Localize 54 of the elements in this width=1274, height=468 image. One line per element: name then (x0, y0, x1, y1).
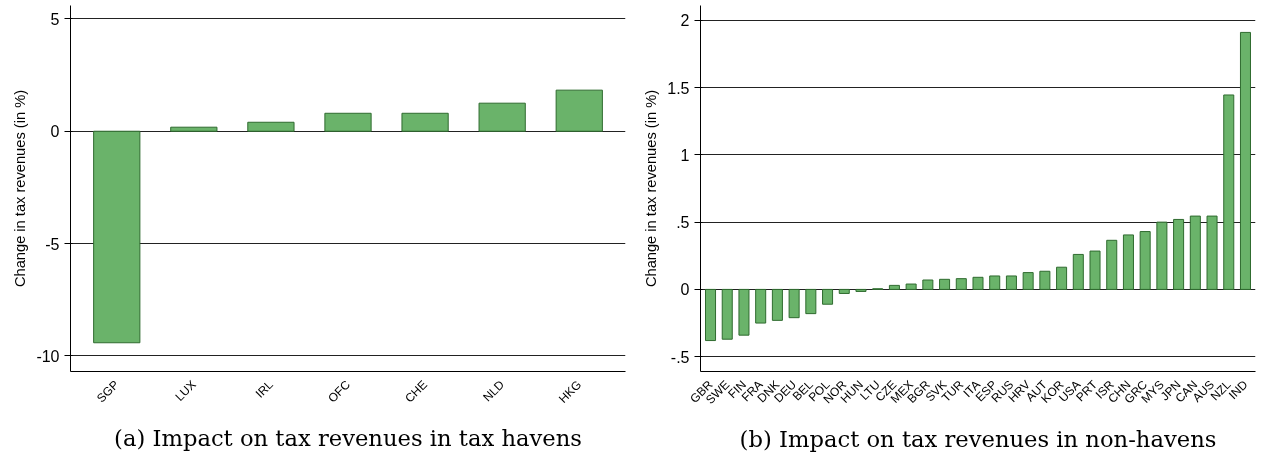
bar (1223, 94, 1235, 290)
bar (922, 279, 934, 290)
bar (1005, 275, 1017, 290)
bar (888, 284, 900, 290)
y-tick-label: 0 (680, 281, 690, 299)
bar (324, 112, 372, 132)
bar (1022, 272, 1034, 290)
bar (1072, 253, 1084, 290)
bar (1156, 221, 1168, 290)
bar (247, 121, 295, 132)
x-tick-label: IRL (252, 377, 277, 401)
y-tick-label: -5 (45, 235, 60, 253)
bar (972, 276, 984, 290)
y-tick-label: 0 (50, 123, 60, 141)
y-tick-label: 5 (50, 10, 60, 28)
bar (1039, 270, 1051, 290)
bar (1089, 250, 1101, 290)
y-axis-title: Change in tax revenues (in %) (12, 89, 29, 288)
bar (1106, 239, 1118, 290)
bar (705, 288, 717, 342)
bar (805, 288, 817, 315)
bar (1056, 266, 1068, 290)
bar (771, 288, 783, 321)
bar (822, 288, 834, 305)
bar (755, 288, 767, 324)
bar (989, 275, 1001, 290)
y-tick-label: 2 (680, 12, 690, 30)
y-tick-label: 1 (680, 146, 690, 164)
bar (401, 112, 449, 132)
bar (1173, 218, 1185, 290)
bar (838, 288, 850, 294)
bar (738, 288, 750, 336)
bar (93, 130, 141, 344)
y-axis-title: Change in tax revenues (in %) (643, 89, 660, 288)
bar (555, 89, 603, 132)
bar (721, 288, 733, 340)
y-tick-label: -.5 (670, 348, 690, 366)
y-tick-label: 1.5 (667, 79, 690, 97)
bar (788, 288, 800, 319)
bar (939, 278, 951, 290)
bar (170, 126, 218, 132)
text: (b) Impact on tax revenues in non-havens (739, 425, 1217, 452)
bar (478, 102, 526, 132)
bar (1206, 215, 1218, 290)
bar (1189, 215, 1201, 290)
bar (955, 278, 967, 290)
y-tick-label: .5 (676, 214, 690, 232)
bar (1122, 234, 1134, 290)
bar (855, 288, 867, 292)
bar (1239, 31, 1251, 290)
bar (1139, 231, 1151, 290)
bar (905, 283, 917, 290)
y-tick-label: -10 (36, 347, 60, 365)
text: (a) Impact on tax revenues in tax havens (114, 424, 582, 451)
